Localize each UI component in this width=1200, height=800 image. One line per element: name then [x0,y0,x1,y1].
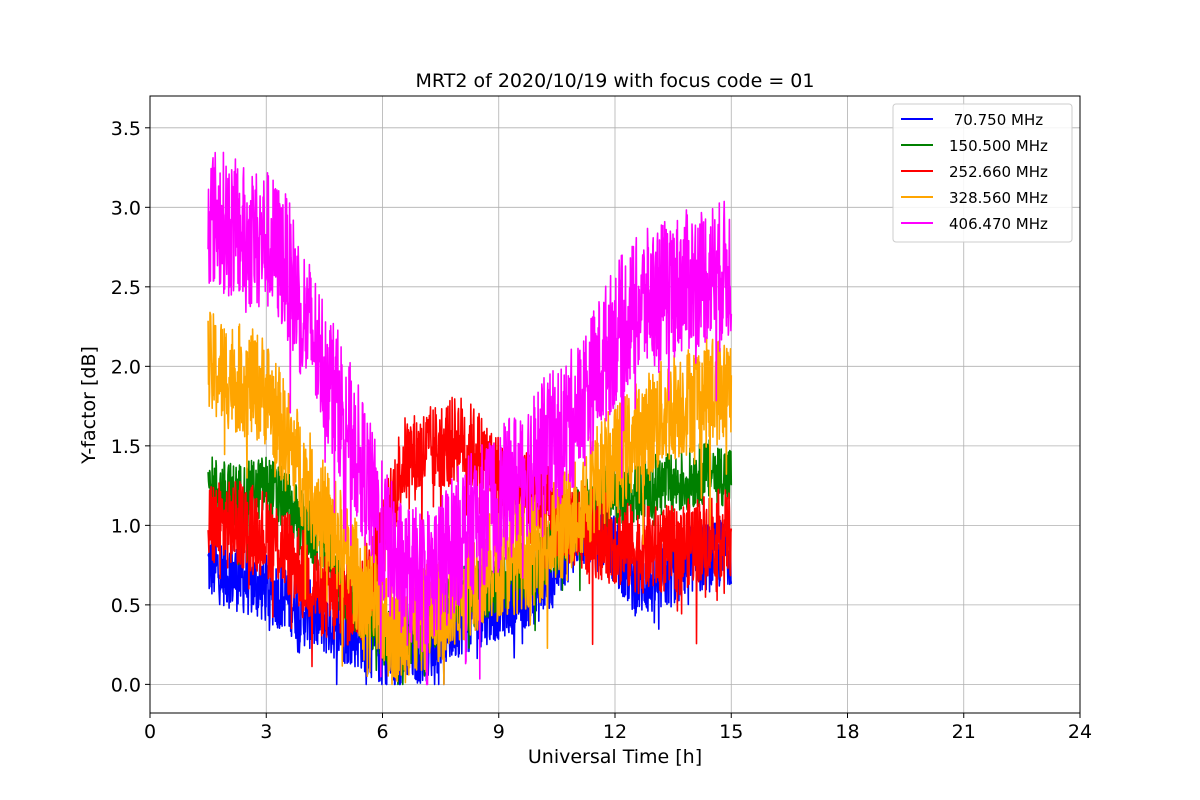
x-tick-label: 9 [493,721,505,743]
x-tick-label: 24 [1068,721,1092,743]
y-axis-label: Y-factor [dB] [78,346,100,465]
x-tick-label: 0 [144,721,156,743]
series-line [207,151,733,686]
y-tick-label: 0.0 [111,674,141,696]
legend-label: 150.500 MHz [949,137,1048,155]
y-tick-label: 0.5 [111,595,141,617]
chart-title: MRT2 of 2020/10/19 with focus code = 01 [416,70,815,92]
legend-label: 406.470 MHz [949,215,1048,233]
y-tick-label: 3.5 [111,118,141,140]
y-tick-label: 1.5 [111,436,141,458]
x-tick-label: 12 [603,721,627,743]
legend-label: 70.750 MHz [949,111,1043,129]
series-line [207,396,733,668]
legend: 70.750 MHz 150.500 MHz 252.660 MHz 328.560 … [892,103,1073,243]
legend-box [892,103,1073,243]
x-axis-ticks: 0 3 6 9 12 15 18 21 24 [144,713,1092,743]
x-tick-label: 21 [952,721,976,743]
y-tick-label: 3.0 [111,197,141,219]
y-tick-label: 2.5 [111,277,141,299]
y-axis-ticks: 0.0 0.5 1.0 1.5 2.0 2.5 3.0 3.5 [111,118,150,696]
y-tick-label: 1.0 [111,515,141,537]
x-tick-label: 6 [376,721,388,743]
x-axis-label: Universal Time [h] [528,746,702,768]
y-tick-label: 2.0 [111,356,141,378]
x-tick-label: 18 [835,721,859,743]
x-tick-label: 3 [260,721,272,743]
series-layer [207,151,733,686]
x-tick-label: 15 [719,721,743,743]
legend-label: 252.660 MHz [949,163,1048,181]
legend-label: 328.560 MHz [949,189,1048,207]
